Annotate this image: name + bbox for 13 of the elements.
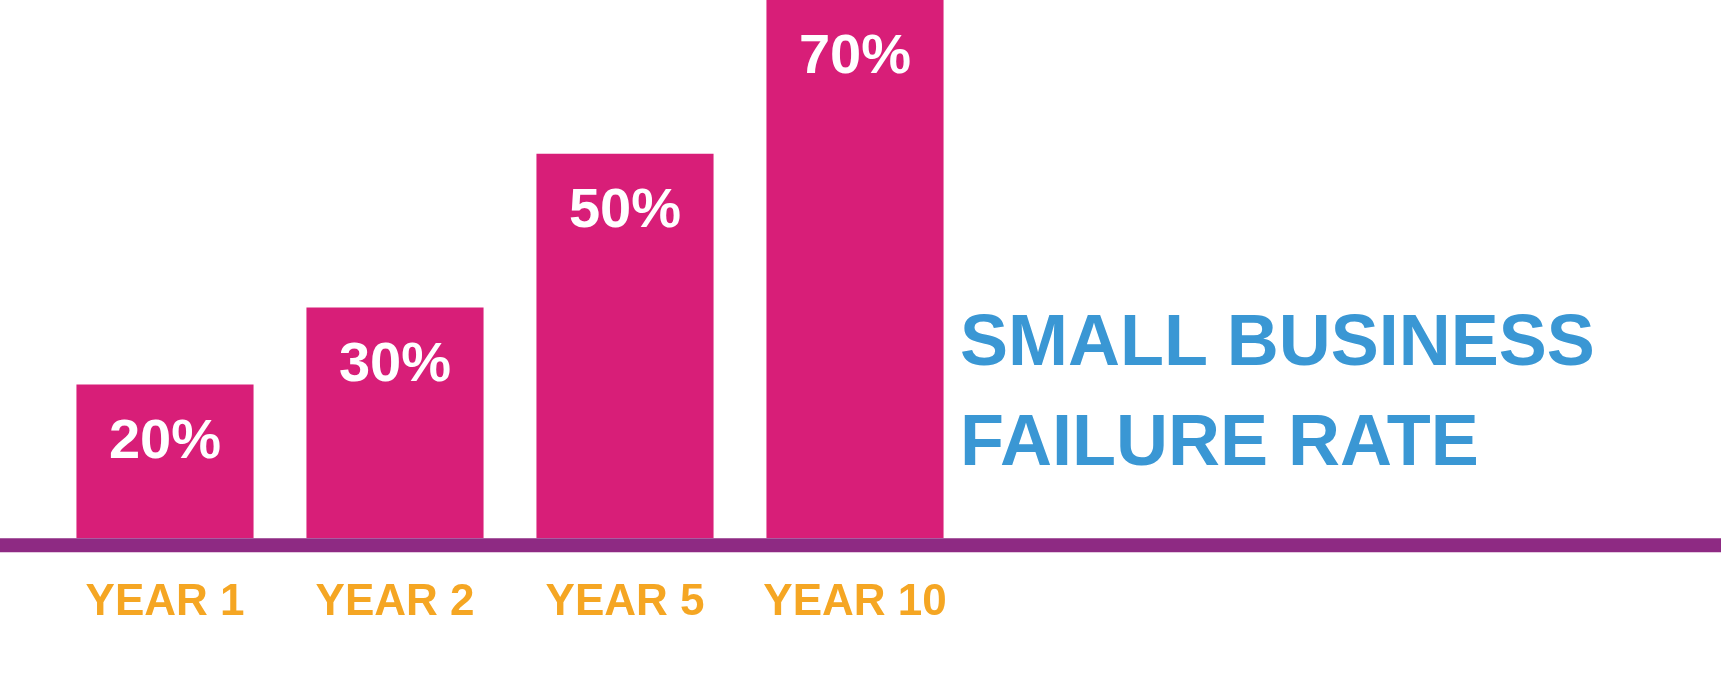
text: SMALL BUSINESS FAILURE RATE [960,299,1596,482]
bar [306,307,484,539]
data-label: 50% [568,176,682,240]
data-label: 70% [798,22,912,86]
x-tick-label: YEAR 1 [85,574,245,624]
data-label: 30% [338,329,452,393]
x-tick-label: YEAR 2 [315,574,475,624]
bar [766,0,944,539]
x-tick-label: YEAR 10 [763,574,947,624]
x-tick-label: YEAR 5 [545,574,705,624]
bar [76,384,254,539]
data-label: 20% [108,406,222,470]
bar [536,153,714,539]
